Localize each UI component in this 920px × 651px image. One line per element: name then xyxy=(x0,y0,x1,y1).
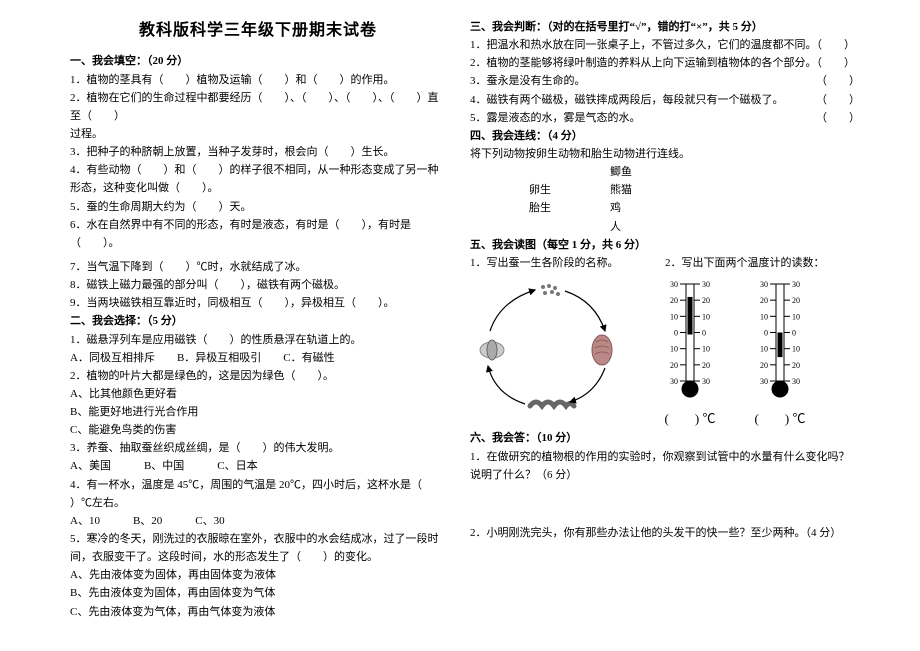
s6-q1b: 说明了什么？（6 分） xyxy=(470,466,860,484)
svg-text:0: 0 xyxy=(792,328,796,337)
svg-text:20: 20 xyxy=(760,361,768,370)
svg-text:10: 10 xyxy=(792,312,800,321)
s1-q7: 7．当气温下降到（ ）℃时，水就结成了冰。 xyxy=(70,258,446,276)
s4-r4a xyxy=(470,218,610,236)
svg-text:10: 10 xyxy=(670,312,678,321)
s1-q8: 8．磁铁上磁力最强的部分叫（ ），磁铁有两个磁极。 xyxy=(70,276,446,294)
svg-text:20: 20 xyxy=(760,296,768,305)
svg-text:20: 20 xyxy=(670,296,678,305)
s4-r2b: 熊猫 xyxy=(610,181,680,199)
s3-q1: 1．把温水和热水放在同一张桌子上，不管过多久，它们的温度都不同。（ ） xyxy=(470,36,860,54)
s1-q1: 1．植物的茎具有（ ）植物及运输（ ）和（ ）的作用。 xyxy=(70,71,446,89)
s1-q5: 5．蚕的生命周期大约为（ ）天。 xyxy=(70,198,446,216)
section2-head: 二、我会选择：（5 分） xyxy=(70,312,446,330)
s1-q4a: 4．有些动物（ ）和（ ）的样子很不相同，从一种形态变成了另一种 xyxy=(70,161,446,179)
s4-r1a xyxy=(470,163,610,181)
section5-head: 五、我会读图（每空 1 分，共 6 分） xyxy=(470,236,860,254)
therm1-reading: ( ) ℃ xyxy=(665,408,716,429)
svg-text:20: 20 xyxy=(702,296,710,305)
svg-text:0: 0 xyxy=(764,328,768,337)
s2-q2c: C、能避免鸟类的伤害 xyxy=(70,421,446,439)
s4-r4b: 人 xyxy=(610,218,680,236)
section3-head: 三、我会判断：（对的在括号里打“√”，错的打“×”，共 5 分） xyxy=(470,18,860,36)
svg-text:30: 30 xyxy=(702,377,710,386)
svg-text:20: 20 xyxy=(792,361,800,370)
s2-q5oa: A、先由液体变为固体，再由固体变为液体 xyxy=(70,566,446,584)
svg-text:20: 20 xyxy=(702,361,710,370)
s2-q4b: ）℃左右。 xyxy=(70,494,446,512)
s2-q5oc: C、先由液体变为气体，再由气体变为液体 xyxy=(70,603,446,621)
s6-q1a: 1．在做研究的植物根的作用的实验时，你观察到试管中的水量有什么变化吗？ xyxy=(470,448,860,466)
s1-q2b: 过程。 xyxy=(70,125,446,143)
s3-q3: 3．蚕永是没有生命的。 xyxy=(470,72,586,90)
s2-q3: 3．养蚕、抽取蚕丝织成丝绸，是（ ）的伟大发明。 xyxy=(70,439,446,457)
s2-q4o: A、10 B、20 C、30 xyxy=(70,512,446,530)
svg-text:20: 20 xyxy=(670,361,678,370)
s5-q2: 2．写出下面两个温度计的读数： xyxy=(665,254,860,272)
s5-q1: 1．写出蚕一生各阶段的名称。 xyxy=(470,254,665,272)
section4-head: 四、我会连线：（4 分） xyxy=(470,127,860,145)
therm2-reading: ( ) ℃ xyxy=(755,408,806,429)
s3-q5: 5．露是液态的水，雾是气态的水。 xyxy=(470,109,641,127)
s2-q2b: B、能更好地进行光合作用 xyxy=(70,403,446,421)
svg-text:30: 30 xyxy=(702,280,710,289)
s2-q2a: A、比其他颜色更好看 xyxy=(70,385,446,403)
s2-q5ob: B、先由液体变为固体，再由固体变为气体 xyxy=(70,584,446,602)
svg-text:30: 30 xyxy=(792,280,800,289)
svg-text:30: 30 xyxy=(792,377,800,386)
s4-r3b: 鸡 xyxy=(610,199,680,217)
s3-q4: 4．磁铁有两个磁极，磁铁摔成两段后，每段就只有一个磁极了。 xyxy=(470,91,784,109)
s4-intro: 将下列动物按卵生动物和胎生动物进行连线。 xyxy=(470,145,860,163)
svg-text:30: 30 xyxy=(760,280,768,289)
s3-p4: （ ） xyxy=(816,91,860,109)
page-title: 教科版科学三年级下册期末试卷 xyxy=(70,18,446,44)
s2-q2: 2．植物的叶片大都是绿色的，这是因为绿色（ ）。 xyxy=(70,367,446,385)
silkworm-cycle-diagram xyxy=(470,276,630,426)
s1-q3: 3．把种子的种脐朝上放置，当种子发芽时，根会向（ ）生长。 xyxy=(70,143,446,161)
section6-head: 六、我会答：（10 分） xyxy=(470,429,860,447)
section1-head: 一、我会填空：（20 分） xyxy=(70,52,446,70)
svg-text:10: 10 xyxy=(760,312,768,321)
s3-p3: （ ） xyxy=(816,72,860,90)
s1-q4b: 形态，这种变化叫做（ ）。 xyxy=(70,179,446,197)
svg-text:0: 0 xyxy=(674,328,678,337)
s4-r3a: 胎生 xyxy=(470,199,610,217)
s2-q5a: 5．寒冷的冬天，刚洗过的衣服晾在室外，衣服中的水会结成冰，过了一段时 xyxy=(70,530,446,548)
svg-text:10: 10 xyxy=(702,345,710,354)
svg-text:10: 10 xyxy=(702,312,710,321)
s1-q9: 9．当两块磁铁相互靠近时，同极相互（ ），异极相互（ ）。 xyxy=(70,294,446,312)
svg-text:10: 10 xyxy=(760,345,768,354)
s6-q2: 2．小明刚洗完头，你有那些办法让他的头发干的快一些？至少两种。（4 分） xyxy=(470,524,860,542)
svg-text:30: 30 xyxy=(670,377,678,386)
svg-text:20: 20 xyxy=(792,296,800,305)
svg-text:30: 30 xyxy=(760,377,768,386)
thermometer-1: 30 30 20 20 10 10 0 0 10 10 20 20 30 30 ( ) ℃ xyxy=(660,276,720,429)
svg-text:10: 10 xyxy=(792,345,800,354)
svg-text:30: 30 xyxy=(670,280,678,289)
s4-r1b: 鲫鱼 xyxy=(610,163,680,181)
svg-text:0: 0 xyxy=(702,328,706,337)
svg-text:10: 10 xyxy=(670,345,678,354)
s3-p5: （ ） xyxy=(816,109,860,127)
thermometer-2: 30 30 20 20 10 10 0 0 10 10 20 20 30 30 ( ) ℃ xyxy=(750,276,810,429)
s2-q4a: 4．有一杯水，温度是 45℃，周围的气温是 20℃，四小时后，这杯水是（ xyxy=(70,476,446,494)
s2-q1o: A．同极互相排斥 B．异极互相吸引 C．有磁性 xyxy=(70,349,446,367)
s1-q6: 6．水在自然界中有不同的形态，有时是液态，有时是（ ），有时是（ ）。 xyxy=(70,216,446,252)
s2-q5b: 间，衣服变干了。这段时间，水的形态发生了（ ）的变化。 xyxy=(70,548,446,566)
s2-q3o: A、美国 B、中国 C、日本 xyxy=(70,457,446,475)
s3-q2: 2．植物的茎能够将绿叶制造的养料从上向下运输到植物体的各个部分。（ ） xyxy=(470,54,860,72)
s4-r2a: 卵生 xyxy=(470,181,610,199)
s1-q2a: 2．植物在它们的生命过程中都要经历（ ）、（ ）、（ ）、（ ）直至（ ） xyxy=(70,89,446,125)
s2-q1: 1．磁悬浮列车是应用磁铁（ ）的性质悬浮在轨道上的。 xyxy=(70,331,446,349)
